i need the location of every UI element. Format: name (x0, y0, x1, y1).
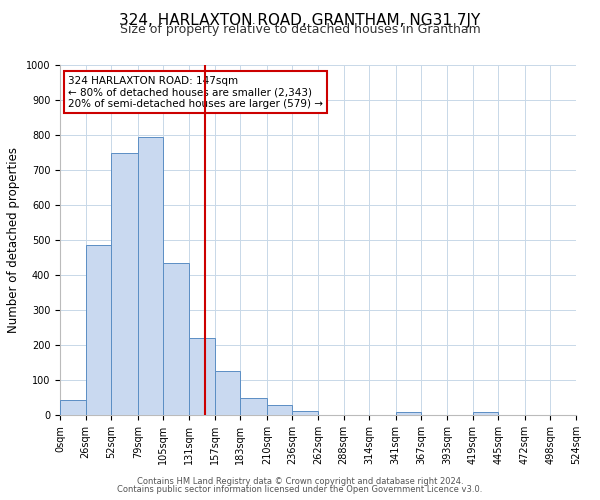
Text: Contains HM Land Registry data © Crown copyright and database right 2024.: Contains HM Land Registry data © Crown c… (137, 477, 463, 486)
Bar (189, 338, 215, 415)
Bar (138, 136, 163, 415)
Bar (473, 412, 498, 415)
Bar (111, 152, 138, 415)
Bar (215, 371, 240, 415)
Text: Size of property relative to detached houses in Grantham: Size of property relative to detached ho… (119, 22, 481, 36)
Text: 324 HARLAXTON ROAD: 147sqm
← 80% of detached houses are smaller (2,343)
20% of s: 324 HARLAXTON ROAD: 147sqm ← 80% of deta… (68, 76, 323, 108)
Bar (267, 405, 292, 415)
Bar (240, 398, 267, 415)
Text: Contains public sector information licensed under the Open Government Licence v3: Contains public sector information licen… (118, 485, 482, 494)
Y-axis label: Number of detached properties: Number of detached properties (7, 147, 20, 333)
Bar (396, 412, 421, 415)
Bar (292, 411, 318, 415)
Text: 324, HARLAXTON ROAD, GRANTHAM, NG31 7JY: 324, HARLAXTON ROAD, GRANTHAM, NG31 7JY (119, 12, 481, 28)
Bar (163, 262, 189, 415)
Bar (60, 400, 86, 415)
Bar (86, 245, 111, 415)
